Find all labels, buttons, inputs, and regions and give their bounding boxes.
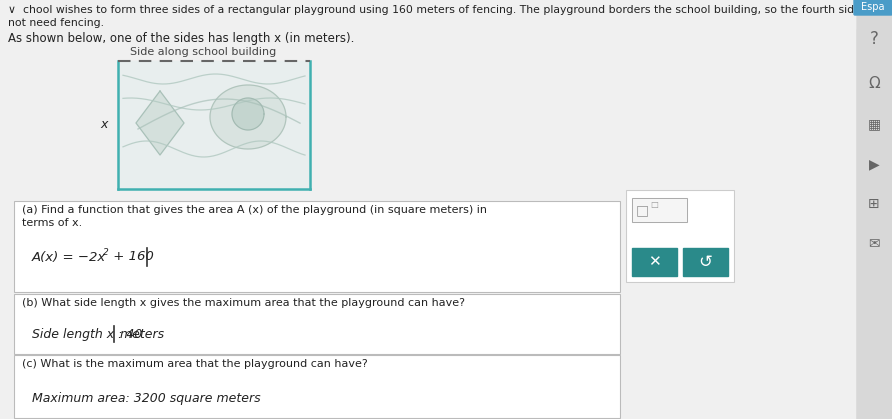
FancyBboxPatch shape (854, 0, 892, 15)
Text: ✉: ✉ (868, 237, 880, 251)
Text: + 160: + 160 (109, 251, 153, 264)
Bar (683, 248, 728, 276)
Bar (626, 190, 734, 282)
Bar (14, 201, 620, 292)
Polygon shape (136, 91, 184, 155)
Text: ↺: ↺ (698, 253, 713, 271)
Text: (c) What is the maximum area that the playground can have?: (c) What is the maximum area that the pl… (22, 359, 368, 369)
Text: (b) What side length x gives the maximum area that the playground can have?: (b) What side length x gives the maximum… (22, 298, 465, 308)
Text: □: □ (635, 203, 648, 217)
Text: ∨  chool wishes to form three sides of a rectangular playground using 160 meters: ∨ chool wishes to form three sides of a … (8, 5, 890, 15)
Text: ▦: ▦ (867, 117, 880, 131)
Text: Ω: Ω (868, 77, 880, 91)
Text: meters: meters (116, 328, 164, 341)
Text: not need fencing.: not need fencing. (8, 18, 104, 28)
Text: ?: ? (870, 30, 879, 48)
Text: terms of x.: terms of x. (22, 218, 82, 228)
Text: (a) Find a function that gives the area A (x) of the playground (in square meter: (a) Find a function that gives the area … (22, 205, 487, 215)
Text: ✕: ✕ (648, 254, 661, 269)
Bar (632, 198, 687, 222)
Bar (14, 294, 620, 354)
Text: Side along school building: Side along school building (130, 47, 277, 57)
Bar (857, 0, 892, 419)
Bar (0, 0, 855, 29)
Text: Espa: Espa (862, 2, 885, 12)
Text: ▶: ▶ (869, 157, 880, 171)
Bar (632, 198, 687, 222)
Text: A(x) = −2x: A(x) = −2x (32, 251, 106, 264)
Bar (14, 355, 620, 418)
Bar (118, 61, 310, 189)
Polygon shape (232, 98, 264, 130)
Bar (632, 248, 677, 276)
Bar (14, 201, 620, 292)
Bar (14, 294, 620, 354)
Text: Maximum area: 3200 square meters: Maximum area: 3200 square meters (32, 391, 260, 404)
Text: ⊞: ⊞ (868, 197, 880, 211)
Polygon shape (210, 85, 286, 149)
Text: Side length x : 40: Side length x : 40 (32, 328, 143, 341)
Text: □: □ (650, 199, 658, 209)
Text: 2: 2 (103, 248, 109, 256)
Text: x: x (100, 119, 108, 132)
Bar (14, 355, 620, 418)
Text: As shown below, one of the sides has length x (in meters).: As shown below, one of the sides has len… (8, 32, 354, 45)
Bar (626, 190, 734, 282)
